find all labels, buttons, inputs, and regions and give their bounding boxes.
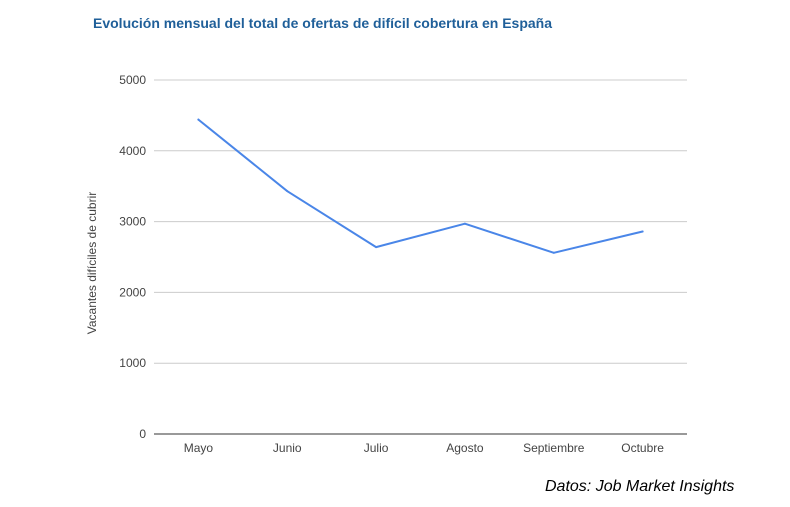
data-point (197, 118, 200, 121)
x-tick-label: Junio (273, 441, 302, 455)
chart-title: Evolución mensual del total de ofertas d… (93, 15, 552, 31)
data-point (463, 222, 466, 225)
x-tick-label: Septiembre (523, 441, 585, 455)
x-tick-label: Octubre (621, 441, 664, 455)
series-layer (197, 118, 644, 254)
y-tick-label: 2000 (119, 285, 146, 299)
gridlines (154, 79, 687, 364)
y-tick-label: 0 (139, 427, 146, 441)
y-tick-label: 1000 (119, 356, 146, 370)
y-tick-label: 5000 (119, 73, 146, 87)
source-note: Datos: Job Market Insights (545, 478, 735, 495)
data-point (375, 246, 378, 249)
x-tick-label: Agosto (446, 441, 484, 455)
x-tick-label: Mayo (184, 441, 214, 455)
data-point (552, 251, 555, 254)
y-tick-label: 4000 (119, 144, 146, 158)
data-point (286, 190, 289, 193)
y-tick-label: 3000 (119, 215, 146, 229)
y-axis-label: Vacantes difíciles de cubrir (85, 192, 99, 335)
x-tick-label: Julio (364, 441, 389, 455)
x-tick-labels: Mayo Junio Julio Agosto Septiembre Octubre (184, 441, 665, 455)
data-point (641, 230, 644, 233)
series-line (197, 118, 644, 254)
y-tick-labels: 0 1000 2000 3000 4000 5000 (119, 73, 146, 441)
